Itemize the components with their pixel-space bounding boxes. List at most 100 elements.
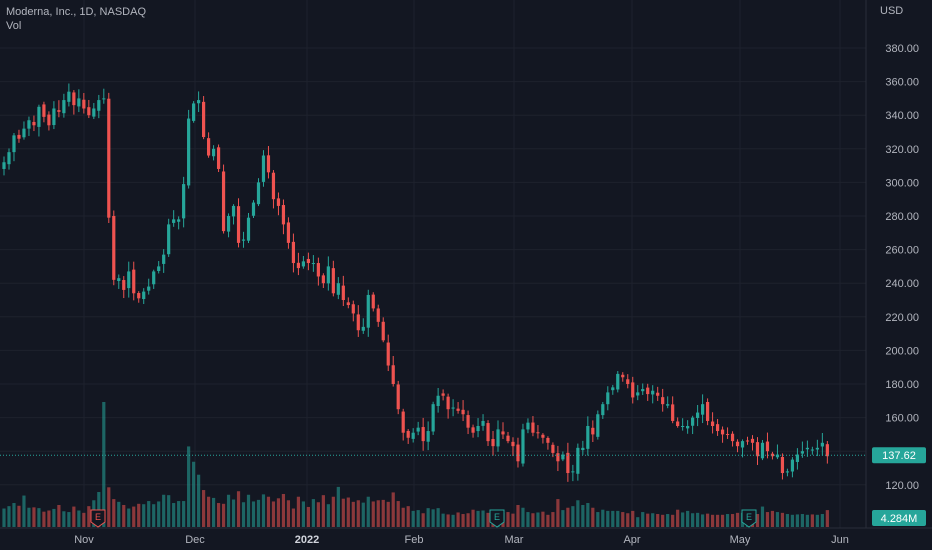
volume-bar — [536, 512, 540, 527]
candle-body — [361, 326, 365, 331]
volume-bar — [12, 503, 16, 527]
volume-bar — [246, 494, 251, 527]
candle-body — [336, 283, 340, 295]
volume-bar — [127, 508, 131, 527]
candle-body — [226, 216, 231, 232]
price-axis-panel[interactable] — [866, 0, 932, 528]
candle-body — [281, 205, 286, 225]
candle-body — [536, 432, 540, 434]
candle-body — [421, 427, 425, 442]
candle-body — [346, 302, 350, 306]
candle-body — [291, 241, 296, 264]
candle-body — [416, 427, 420, 432]
candle-body — [271, 172, 276, 200]
candle-body — [591, 427, 595, 435]
volume-bar — [551, 512, 555, 527]
volume-bar — [316, 502, 320, 527]
volume-bar — [192, 461, 196, 527]
volume-bar — [221, 503, 226, 527]
volume-bar — [366, 496, 370, 527]
volume-bar — [47, 510, 51, 527]
time-axis-label: Apr — [623, 534, 640, 546]
candle-body — [760, 442, 765, 459]
volume-bar — [286, 500, 291, 527]
candle-body — [167, 224, 171, 255]
volume-bar — [676, 509, 680, 527]
volume-bar — [52, 508, 56, 527]
candle-body — [67, 91, 71, 102]
volume-bar — [561, 510, 565, 527]
candle-body — [715, 424, 720, 432]
candle-body — [446, 396, 450, 410]
candle-body — [311, 263, 315, 265]
candle-body — [800, 451, 804, 454]
candle-body — [481, 420, 485, 426]
candle-body — [391, 365, 395, 384]
time-axis-label: Jun — [831, 534, 849, 546]
volume-bar — [606, 510, 610, 527]
candle-body — [326, 266, 330, 284]
volume-bar — [591, 507, 595, 527]
volume-bar — [77, 510, 81, 527]
candle-body — [371, 294, 375, 309]
candle-body — [820, 442, 824, 447]
currency-label[interactable]: USD — [880, 5, 904, 17]
volume-bars — [2, 402, 829, 527]
volume-bar — [276, 498, 281, 527]
candle-body — [306, 258, 310, 264]
volume-bar — [346, 497, 350, 527]
last-volume-badge-label: 4.284M — [881, 513, 918, 525]
volume-bar — [306, 506, 310, 527]
candle-body — [785, 471, 790, 473]
volume-bar — [426, 508, 430, 527]
candle-body — [471, 427, 475, 433]
volume-bar — [805, 514, 809, 527]
candle-body — [331, 268, 335, 294]
volume-bar — [396, 501, 400, 527]
earnings-marker-shape — [90, 509, 106, 528]
volume-bar — [621, 512, 625, 527]
candle-body — [182, 184, 186, 219]
candle-body — [506, 435, 510, 442]
candle-body — [491, 438, 495, 447]
price-tick-label: 240.00 — [885, 278, 919, 290]
symbol-title[interactable]: Moderna, Inc., 1D, NASDAQ — [6, 6, 146, 18]
candle-body — [42, 104, 46, 117]
volume-bar — [755, 514, 760, 527]
volume-bar — [112, 499, 116, 527]
candle-body — [261, 155, 266, 182]
candle-body — [456, 408, 460, 411]
volume-bar — [825, 510, 829, 527]
time-axis-panel[interactable] — [0, 528, 932, 550]
volume-bar — [236, 491, 241, 527]
candle-body — [22, 128, 26, 138]
volume-bar — [656, 514, 660, 527]
candle-body — [516, 444, 520, 462]
candle-body — [825, 444, 829, 457]
volume-bar — [182, 501, 186, 527]
candle-body — [496, 429, 500, 447]
price-tick-label: 200.00 — [885, 345, 919, 357]
volume-bar — [416, 510, 420, 527]
volume-indicator-label[interactable]: Vol — [6, 20, 22, 32]
volume-bar — [301, 501, 305, 527]
volume-bar — [646, 513, 650, 527]
candle-body — [107, 98, 111, 218]
volume-bar — [471, 509, 475, 527]
candle-body — [52, 108, 56, 126]
candle-body — [795, 454, 800, 462]
candle-body — [216, 147, 221, 169]
volume-bar — [576, 500, 580, 527]
candle-body — [556, 453, 560, 462]
volume-bar — [391, 492, 395, 527]
candle-body — [705, 401, 710, 421]
earnings-marker-label: E — [95, 512, 101, 522]
candle-body — [241, 239, 246, 241]
candle-body — [112, 215, 116, 280]
volume-bar — [216, 503, 221, 527]
earnings-marker: E — [90, 509, 106, 528]
price-tick-label: 120.00 — [885, 480, 919, 492]
volume-bar — [152, 504, 156, 527]
candlesticks — [2, 83, 829, 482]
